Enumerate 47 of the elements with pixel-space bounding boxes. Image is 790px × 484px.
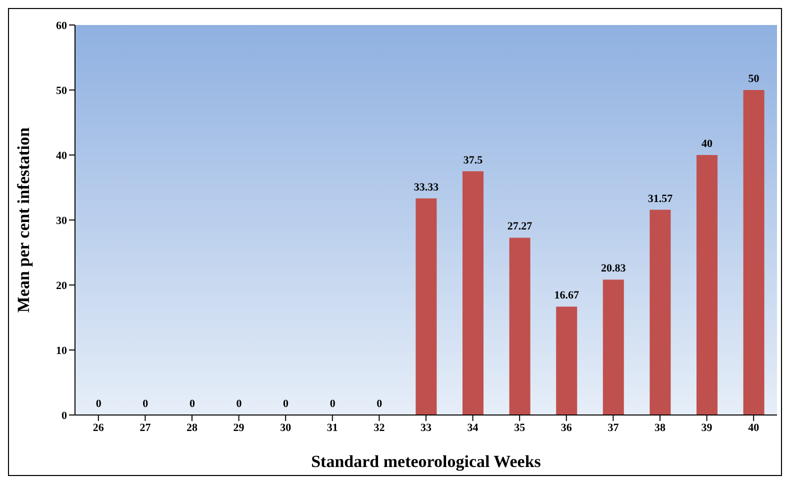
x-tick-label: 36: [560, 422, 572, 434]
bar: [509, 238, 530, 415]
data-label: 0: [283, 398, 290, 410]
y-tick-label: 50: [56, 84, 68, 97]
x-tick-label: 37: [608, 422, 620, 434]
data-label: 27.27: [507, 220, 533, 233]
y-tick-label: 20: [56, 280, 68, 292]
x-tick-label: 31: [326, 422, 338, 434]
data-label: 0: [376, 398, 383, 410]
x-tick-label: 28: [186, 422, 198, 434]
y-tick-label: 10: [56, 344, 68, 357]
y-tick-label: 40: [56, 150, 68, 162]
x-tick-label: 30: [280, 422, 292, 434]
data-label: 20.83: [601, 262, 626, 275]
x-axis-title: Standard meteorological Weeks: [311, 452, 542, 471]
x-tick-label: 33: [420, 422, 432, 434]
y-tick-label: 30: [56, 214, 68, 227]
bar: [416, 198, 437, 415]
y-axis-title: Mean per cent infestation: [14, 126, 34, 313]
bar: [743, 90, 764, 415]
bar: [462, 171, 484, 415]
bar: [650, 210, 671, 415]
bar: [556, 306, 578, 415]
data-label: 37.5: [463, 154, 484, 166]
data-label: 40: [702, 138, 714, 150]
data-label: 33.33: [414, 181, 440, 194]
data-label: 16.67: [554, 290, 580, 302]
y-tick-label: 0: [62, 410, 68, 422]
data-label: 0: [189, 398, 196, 410]
bar: [696, 155, 718, 415]
y-tick-label: 60: [56, 20, 68, 32]
x-tick-label: 29: [233, 422, 245, 434]
data-label: 31.57: [648, 192, 674, 205]
x-tick-label: 35: [514, 422, 526, 434]
bar: [602, 280, 624, 415]
data-label: 0: [96, 398, 102, 410]
x-tick-label: 38: [654, 422, 666, 434]
x-tick-label: 26: [92, 422, 104, 434]
data-label: 0: [330, 398, 336, 410]
x-tick-label: 27: [140, 422, 152, 434]
data-label: 0: [236, 398, 242, 410]
data-label: 50: [748, 73, 760, 85]
x-tick-label: 39: [701, 422, 713, 434]
data-label: 0: [142, 398, 149, 410]
x-tick-label: 40: [748, 422, 760, 434]
x-tick-label: 34: [467, 422, 479, 434]
x-tick-label: 32: [374, 422, 386, 434]
